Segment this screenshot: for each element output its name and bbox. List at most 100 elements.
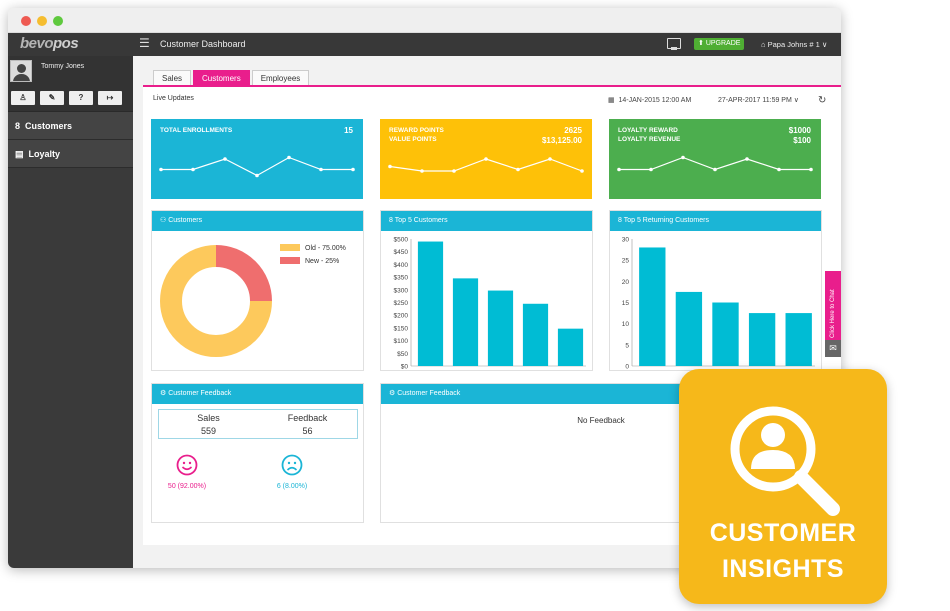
logo[interactable]: bevopos <box>20 35 79 52</box>
trend-point <box>745 157 749 161</box>
feedback-summary-card: ⚙ Customer Feedback Sales 559 Feedback 56 … <box>151 383 364 523</box>
y-tick-label: $450 <box>394 249 409 256</box>
legend-label: New - 25% <box>305 258 339 265</box>
trend-point <box>191 167 195 172</box>
promo-line-1: CUSTOMER <box>709 519 857 547</box>
logo-text: bevo <box>20 35 54 52</box>
y-tick-label: $0 <box>401 364 409 371</box>
trend-point <box>255 173 259 178</box>
bar[interactable] <box>748 313 776 366</box>
returning-customers-bar-chart: 30 25 20 15 10 5 0 <box>622 237 815 371</box>
y-tick-label: 5 <box>625 342 629 349</box>
end-date-value: 27-APR-2017 11:59 PM <box>718 97 792 104</box>
y-tick-label: 30 <box>622 237 630 244</box>
chevron-down-icon: ∨ <box>821 40 828 49</box>
user-profile: Tommy Jones ♙ ✎ ? ↦ <box>8 56 133 112</box>
bar[interactable] <box>675 291 703 366</box>
chat-icon[interactable]: ✉ <box>825 340 841 357</box>
tab-customers[interactable]: Customers <box>193 70 250 85</box>
trend-line <box>619 156 811 171</box>
sidebar-item-loyalty[interactable]: ▤ Loyalty <box>8 140 133 168</box>
trend-point <box>649 167 653 172</box>
app-header: bevopos ☰ Customer Dashboard ⬆ UPGRADE ⌂… <box>8 33 841 56</box>
card-title: Customer Feedback <box>397 390 461 397</box>
reward-points-label: REWARD POINTS <box>389 127 444 134</box>
card-title: Top 5 Returning Customers <box>623 217 709 224</box>
y-tick-label: $250 <box>394 300 409 307</box>
users-icon: ⚇ <box>160 217 167 224</box>
maximize-window-button[interactable] <box>53 16 63 26</box>
user-icon: 8 <box>15 121 21 131</box>
feedback-column: Feedback 56 <box>258 410 357 438</box>
live-updates-label: Live Updates <box>153 95 194 102</box>
title-bar <box>8 8 841 33</box>
bar[interactable] <box>639 247 666 366</box>
sales-column: Sales 559 <box>159 410 258 438</box>
sidebar: Tommy Jones ♙ ✎ ? ↦ 8 Customers ▤ Loyalt… <box>8 56 133 568</box>
feedback-value: 56 <box>302 426 313 436</box>
start-date-field[interactable]: ▦ 14-JAN-2015 12:00 AM <box>608 94 691 107</box>
start-date-value: 14-JAN-2015 12:00 AM <box>618 97 692 104</box>
bar[interactable] <box>712 302 739 367</box>
trend-point <box>516 167 520 172</box>
card-header: ⚇ Customers <box>152 211 363 231</box>
trend-point <box>617 167 621 172</box>
bar[interactable] <box>522 303 549 366</box>
upgrade-label: UPGRADE <box>705 40 741 47</box>
tab-employees[interactable]: Employees <box>251 70 310 85</box>
refresh-icon[interactable]: ↻ <box>818 95 827 106</box>
y-tick-label: $400 <box>394 262 409 269</box>
tab-sales[interactable]: Sales <box>153 70 192 85</box>
returning-customers-card: 8 Top 5 Returning Customers 30 25 20 15 10 5 0 <box>609 210 822 371</box>
user-icon: 8 <box>389 217 393 224</box>
donut-slice-new[interactable] <box>215 245 272 302</box>
card-header: 8 Top 5 Customers <box>381 211 592 231</box>
card-title: Customer Feedback <box>168 390 232 397</box>
menu-icon[interactable]: ☰ <box>139 36 150 50</box>
bar[interactable] <box>417 241 444 366</box>
bar[interactable] <box>785 313 812 366</box>
smile-icon <box>176 454 198 476</box>
trend-line <box>161 156 353 177</box>
value-points-value: $13,125.00 <box>541 136 582 145</box>
bar[interactable] <box>487 290 514 366</box>
stat-label: REWARD POINTS VALUE POINTS <box>389 126 444 144</box>
y-tick-label: 10 <box>622 321 630 328</box>
dashboard-panel: Live Updates ▦ 14-JAN-2015 12:00 AM 27-A… <box>143 85 841 545</box>
logout-icon[interactable]: ↦ <box>98 91 122 105</box>
monitor-icon[interactable] <box>667 38 681 50</box>
user-name: Tommy Jones <box>41 63 85 70</box>
trend-point <box>351 167 355 172</box>
user-icon[interactable]: ♙ <box>11 91 35 105</box>
positive-feedback-count: 50 (92.00%) <box>167 483 207 490</box>
sidebar-item-customers[interactable]: 8 Customers <box>8 112 133 140</box>
loyalty-card: LOYALTY REWARD LOYALTY REVENUE $1000 $100 <box>609 119 821 199</box>
help-icon[interactable]: ? <box>69 91 93 105</box>
stat-value: $1000 $100 <box>789 126 811 146</box>
enrollments-trend-line <box>159 155 355 178</box>
y-tick-label: 20 <box>622 279 630 286</box>
end-date-field[interactable]: 27-APR-2017 11:59 PM ∨ <box>718 94 799 107</box>
card-header: ⚙ Customer Feedback <box>152 384 363 404</box>
bar[interactable] <box>557 328 584 366</box>
wrench-icon[interactable]: ✎ <box>40 91 64 105</box>
trend-point <box>548 157 552 161</box>
customer-insights-badge: CUSTOMER INSIGHTS <box>679 369 887 604</box>
donut-slice-old[interactable] <box>160 245 272 357</box>
stat-label: TOTAL ENROLLMENTS <box>160 127 233 134</box>
avatar[interactable] <box>10 60 32 82</box>
bar[interactable] <box>452 278 479 366</box>
top-customers-card: 8 Top 5 Customers $500 $450 $400 $350 $300 $2… <box>380 210 593 371</box>
customers-donut-chart: Old - 75.00% New - 25% <box>160 244 346 357</box>
trend-point <box>388 164 392 169</box>
close-window-button[interactable] <box>21 16 31 26</box>
card-title: Customers <box>168 217 203 224</box>
minimize-window-button[interactable] <box>37 16 47 26</box>
store-selector[interactable]: ⌂ Papa Johns # 1 ∨ <box>761 40 827 49</box>
trend-point <box>484 157 488 161</box>
trend-point <box>287 155 291 160</box>
y-tick-label: 15 <box>622 300 630 307</box>
main-content: Sales Customers Employees Live Updates ▦… <box>133 56 841 568</box>
legend-swatch <box>280 244 300 251</box>
upgrade-button[interactable]: ⬆ UPGRADE <box>694 38 745 50</box>
